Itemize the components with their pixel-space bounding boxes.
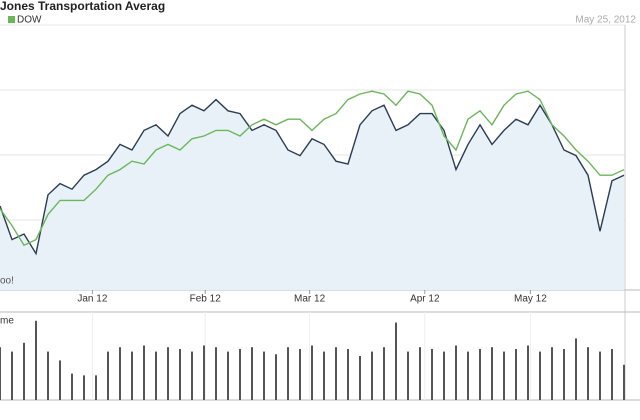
volume-bar	[299, 348, 301, 400]
x-tick-label: May 12	[514, 294, 547, 305]
volume-bar	[155, 351, 157, 400]
volume-bar	[347, 348, 349, 400]
volume-bar	[527, 345, 529, 400]
volume-bar	[455, 345, 457, 400]
volume-bar	[143, 345, 145, 400]
plot-area	[0, 90, 625, 290]
volume-bar	[119, 347, 121, 400]
source: oo!	[0, 276, 14, 287]
volume-bar	[479, 348, 481, 400]
x-tick-label: Apr 12	[410, 294, 440, 305]
volume-bar	[239, 348, 241, 400]
volume-bar	[11, 351, 13, 400]
volume-bar	[191, 351, 193, 400]
volume-bar	[599, 351, 601, 400]
volume-bar	[35, 320, 37, 400]
volume-bar	[215, 347, 217, 400]
volume-bar	[227, 351, 229, 400]
x-tick-label: Jan 12	[77, 294, 107, 305]
volume-bar	[491, 347, 493, 400]
volume-bar	[131, 351, 133, 400]
volume-bar	[179, 348, 181, 400]
volume-bar	[407, 351, 409, 400]
volume-bar	[395, 322, 397, 400]
volume-bar	[563, 348, 565, 400]
volume-bar	[275, 354, 277, 400]
volume-bar	[323, 351, 325, 400]
date: May 25, 2012	[575, 15, 636, 26]
line	[0, 90, 625, 247]
volume-bar	[71, 373, 73, 400]
volume-bar	[623, 364, 625, 400]
volume-bar	[287, 347, 289, 400]
volume-bar	[359, 356, 361, 400]
volume-bar	[95, 375, 97, 400]
volume-bar	[203, 345, 205, 400]
volume-bar	[0, 347, 1, 400]
volume-bar	[467, 351, 469, 400]
area	[0, 99, 624, 290]
volume-bar	[251, 347, 253, 400]
x-tick-label: Feb 12	[190, 294, 222, 305]
volume-bar	[611, 348, 613, 400]
volume-label: me	[0, 316, 14, 327]
volume-bar	[587, 347, 589, 400]
volume-bar	[539, 351, 541, 400]
volume-bar	[23, 342, 25, 400]
volume-bar	[515, 348, 517, 400]
chart-title: Jones Transportation Averag	[0, 0, 165, 13]
legend-swatch	[8, 16, 15, 23]
line	[0, 98, 625, 256]
volume-bar	[575, 338, 577, 400]
volume-bar	[107, 351, 109, 400]
volume-bar	[431, 348, 433, 400]
volume-bar	[59, 360, 61, 400]
legend-label: DOW	[17, 15, 42, 26]
volume-bar	[311, 345, 313, 400]
volume-bar	[371, 351, 373, 400]
volume-bar	[551, 347, 553, 400]
volume-bar	[503, 351, 505, 400]
volume-bar	[167, 347, 169, 400]
volume-bar	[419, 347, 421, 400]
volume-bar	[83, 375, 85, 400]
volume-bar	[263, 351, 265, 400]
volume-bar	[443, 351, 445, 400]
x-tick-label: Mar 12	[294, 294, 326, 305]
volume-bar	[335, 347, 337, 400]
volume-bar	[383, 347, 385, 400]
volume-bar	[47, 351, 49, 400]
